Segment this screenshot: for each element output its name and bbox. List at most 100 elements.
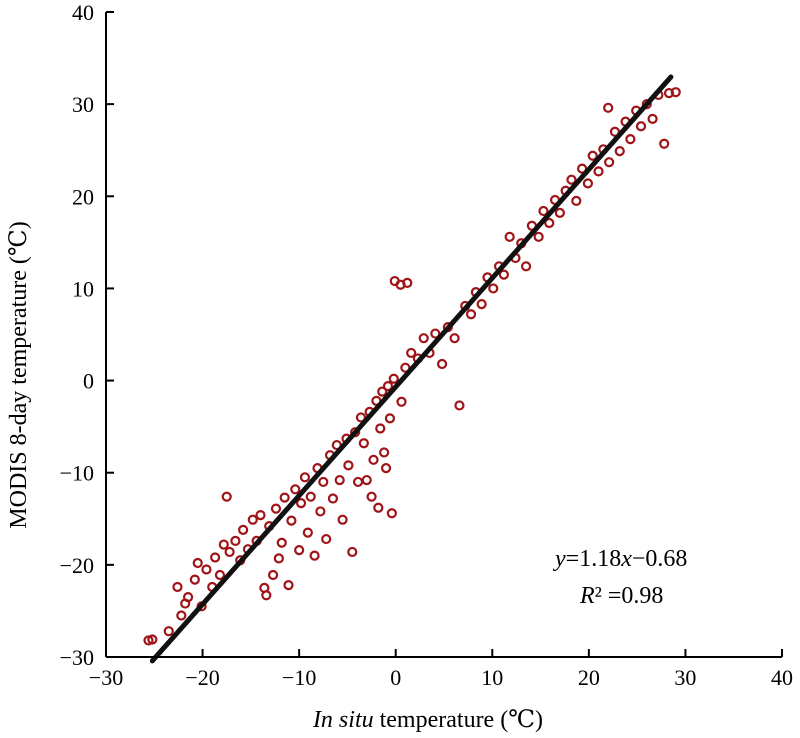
data-point xyxy=(210,552,221,563)
data-point xyxy=(625,134,636,145)
y-tick-label: 30 xyxy=(72,92,94,117)
data-point xyxy=(582,178,593,189)
data-point xyxy=(406,347,417,359)
data-point xyxy=(309,550,320,561)
data-point xyxy=(402,277,413,288)
data-point xyxy=(454,400,465,411)
data-point xyxy=(214,569,226,581)
y-tick-label: 10 xyxy=(72,276,94,301)
data-point xyxy=(603,102,614,113)
data-point xyxy=(386,508,397,519)
data-point xyxy=(604,157,615,168)
data-point xyxy=(400,362,411,373)
data-point xyxy=(147,634,158,645)
data-point xyxy=(347,546,358,558)
data-point xyxy=(218,539,229,550)
data-point xyxy=(221,491,232,502)
data-point xyxy=(273,553,284,564)
data-point xyxy=(614,146,625,157)
data-point xyxy=(520,261,532,272)
r-squared-label: R² =0.98 xyxy=(579,583,663,609)
data-point xyxy=(261,590,272,601)
y-tick-label: 0 xyxy=(83,369,94,394)
data-point xyxy=(294,545,305,556)
x-axis-title: In situ temperature (℃) xyxy=(312,707,543,733)
x-tick-label: 30 xyxy=(674,665,696,690)
data-point xyxy=(230,535,241,547)
data-point xyxy=(305,491,316,502)
data-point xyxy=(295,498,307,509)
data-point xyxy=(373,502,384,513)
data-point xyxy=(192,557,203,569)
data-point xyxy=(635,121,647,132)
data-point xyxy=(321,533,332,545)
data-point xyxy=(286,515,297,526)
data-point xyxy=(361,474,372,486)
y-tick-label: 20 xyxy=(72,184,94,209)
data-point xyxy=(238,524,249,535)
data-point xyxy=(382,381,394,392)
y-axis-ticks: −30 −20 −10 0 10 20 30 40 xyxy=(60,0,114,670)
data-point xyxy=(380,463,392,474)
data-point xyxy=(276,537,287,548)
y-tick-label: −20 xyxy=(60,553,94,578)
data-point xyxy=(554,207,565,218)
data-point xyxy=(659,138,670,149)
data-point xyxy=(352,476,364,488)
data-point xyxy=(449,333,460,344)
data-point xyxy=(302,527,313,538)
x-tick-label: 10 xyxy=(481,665,503,690)
data-point xyxy=(283,580,294,591)
y-tick-label: −10 xyxy=(60,461,94,486)
data-point xyxy=(366,491,377,502)
data-point xyxy=(299,472,311,483)
data-point xyxy=(418,333,429,344)
data-point xyxy=(476,298,487,310)
data-point xyxy=(290,484,301,495)
data-point xyxy=(201,564,212,575)
data-point xyxy=(436,358,448,370)
data-point xyxy=(465,309,477,320)
data-point xyxy=(430,328,441,339)
data-point xyxy=(498,269,509,280)
x-tick-label: −30 xyxy=(89,665,123,690)
data-point xyxy=(388,373,399,384)
data-point xyxy=(384,413,396,424)
data-point xyxy=(670,87,681,98)
regression-equation: y=1.18x−0.68 xyxy=(553,546,687,572)
y-tick-label: −30 xyxy=(60,645,94,670)
x-axis-ticks: −30 −20 −10 0 10 20 30 40 xyxy=(89,649,793,690)
data-point xyxy=(334,474,345,486)
data-point xyxy=(315,506,326,517)
data-point xyxy=(318,476,329,488)
data-point xyxy=(224,546,235,558)
data-point xyxy=(279,492,290,503)
data-point xyxy=(377,386,388,397)
data-point xyxy=(189,574,200,585)
data-point xyxy=(566,174,577,185)
data-point xyxy=(544,217,555,229)
data-point xyxy=(538,205,549,217)
data-point xyxy=(337,514,348,525)
data-point xyxy=(355,412,367,423)
data-point xyxy=(375,423,386,434)
data-point xyxy=(172,581,183,593)
data-point xyxy=(267,569,279,581)
data-point xyxy=(255,509,266,521)
x-tick-label: 40 xyxy=(771,665,793,690)
data-point xyxy=(247,514,258,525)
data-point xyxy=(641,99,652,110)
data-point xyxy=(368,454,379,465)
y-tick-label: 40 xyxy=(72,0,94,25)
data-point xyxy=(379,447,390,458)
data-point xyxy=(533,231,544,242)
data-point xyxy=(182,592,194,603)
data-point xyxy=(488,283,499,294)
data-point xyxy=(163,626,174,637)
data-point xyxy=(504,231,515,242)
data-point xyxy=(593,166,604,177)
data-point xyxy=(663,87,675,99)
data-point xyxy=(587,150,598,161)
x-tick-label: −20 xyxy=(185,665,219,690)
y-axis-title: MODIS 8-day temperature (℃) xyxy=(6,221,32,528)
